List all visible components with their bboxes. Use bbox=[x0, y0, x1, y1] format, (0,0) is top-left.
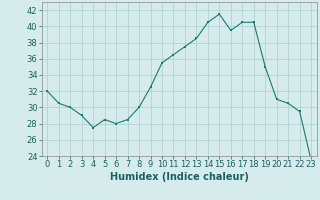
X-axis label: Humidex (Indice chaleur): Humidex (Indice chaleur) bbox=[110, 172, 249, 182]
